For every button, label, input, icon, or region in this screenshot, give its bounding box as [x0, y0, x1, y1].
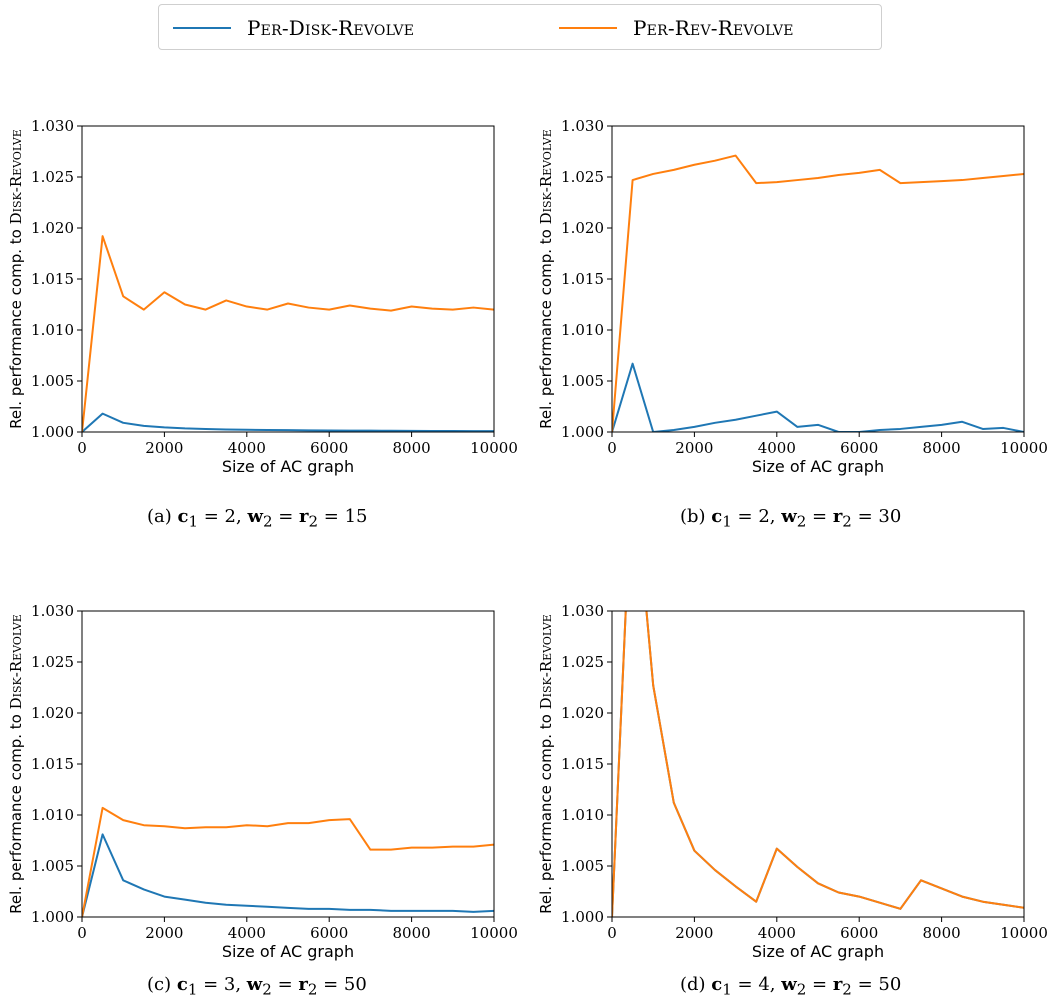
series-line-per-disk-revolve — [82, 833, 494, 917]
x-tick-label: 4000 — [758, 924, 796, 942]
y-tick-label: 1.000 — [561, 423, 604, 441]
y-tick-label: 1.010 — [31, 321, 74, 339]
y-tick-label: 1.005 — [561, 857, 604, 875]
caption-c: (c) c1 = 3, w2 = r2 = 50 — [147, 974, 367, 999]
x-tick-label: 10000 — [1000, 439, 1048, 457]
x-tick-label: 2000 — [675, 439, 713, 457]
chart-panel-c: 0 2000 4000 6000 8000 10000 1.000 1.005 1.010 1.0… — [0, 570, 530, 965]
x-tick-label: 8000 — [393, 439, 431, 457]
x-tick-label: 4000 — [758, 439, 796, 457]
legend-label: Per-Disk-Revolve — [247, 16, 415, 40]
x-tick-label: 4000 — [228, 439, 266, 457]
x-tick-label: 0 — [607, 924, 617, 942]
y-axis-label: Rel. performance comp. to Disk-Revolve — [7, 129, 25, 429]
y-tick-label: 1.000 — [31, 423, 74, 441]
y-tick-label: 1.030 — [31, 602, 74, 620]
x-tick-label: 0 — [77, 439, 87, 457]
caption-b: (b) c1 = 2, w2 = r2 = 30 — [680, 506, 902, 531]
y-tick-label: 1.025 — [561, 653, 604, 671]
legend: Per-Disk-Revolve Per-Rev-Revolve — [158, 4, 882, 50]
series-line-per-disk-revolve — [82, 412, 494, 432]
y-tick-label: 1.000 — [561, 908, 604, 926]
y-tick-label: 1.015 — [31, 755, 74, 773]
x-tick-label: 6000 — [840, 924, 878, 942]
y-tick-label: 1.005 — [561, 372, 604, 390]
y-axis-label: Rel. performance comp. to Disk-Revolve — [537, 129, 555, 429]
y-axis-label: Rel. performance comp. to Disk-Revolve — [7, 614, 25, 914]
y-tick-label: 1.005 — [31, 857, 74, 875]
legend-line-blue — [173, 27, 231, 29]
chart-panel-b: 0 2000 4000 6000 8000 10000 1.000 1.005 1.010 1.0… — [530, 85, 1060, 480]
y-tick-label: 1.015 — [561, 755, 604, 773]
y-tick-label: 1.020 — [561, 704, 604, 722]
y-axis-label: Rel. performance comp. to Disk-Revolve — [537, 614, 555, 914]
y-tick-label: 1.020 — [561, 219, 604, 237]
x-tick-label: 10000 — [1000, 924, 1048, 942]
y-tick-label: 1.015 — [561, 270, 604, 288]
x-tick-label: 6000 — [840, 439, 878, 457]
legend-entry-per-rev-revolve: Per-Rev-Revolve — [559, 5, 794, 51]
x-tick-label: 10000 — [470, 439, 518, 457]
line-chart: 0 2000 4000 6000 8000 10000 1.000 1.005 1.010 1.0… — [537, 602, 1048, 961]
x-tick-label: 2000 — [675, 924, 713, 942]
x-tick-label: 6000 — [310, 924, 348, 942]
legend-entry-per-disk-revolve: Per-Disk-Revolve — [173, 5, 414, 51]
x-axis-label: Size of AC graph — [222, 457, 354, 476]
series-line-per-rev-revolve — [82, 806, 494, 917]
chart-panel-a: 0 2000 4000 6000 8000 10000 1.000 1.005 1.010 1.0… — [0, 85, 530, 480]
y-tick-label: 1.030 — [561, 602, 604, 620]
caption-d: (d) c1 = 4, w2 = r2 = 50 — [680, 974, 902, 999]
x-tick-label: 4000 — [228, 924, 266, 942]
legend-line-orange — [559, 27, 617, 29]
y-tick-label: 1.030 — [31, 117, 74, 135]
line-chart: 0 2000 4000 6000 8000 10000 1.000 1.005 1.010 1.0… — [7, 117, 518, 476]
x-tick-label: 8000 — [393, 924, 431, 942]
y-tick-label: 1.030 — [561, 117, 604, 135]
x-tick-label: 10000 — [470, 924, 518, 942]
x-tick-label: 0 — [607, 439, 617, 457]
y-tick-label: 1.020 — [31, 219, 74, 237]
plot-frame — [611, 125, 1025, 433]
y-tick-label: 1.010 — [561, 806, 604, 824]
y-tick-label: 1.010 — [561, 321, 604, 339]
x-tick-label: 6000 — [310, 439, 348, 457]
legend-label: Per-Rev-Revolve — [633, 16, 794, 40]
y-tick-label: 1.015 — [31, 270, 74, 288]
y-tick-label: 1.010 — [31, 806, 74, 824]
caption-a: (a) c1 = 2, w2 = r2 = 15 — [147, 506, 368, 531]
x-tick-label: 2000 — [145, 924, 183, 942]
x-axis-label: Size of AC graph — [222, 942, 354, 961]
x-tick-label: 8000 — [923, 439, 961, 457]
plot-frame — [81, 125, 495, 433]
series-line-per-rev-revolve — [612, 611, 1024, 917]
y-tick-label: 1.020 — [31, 704, 74, 722]
x-tick-label: 8000 — [923, 924, 961, 942]
line-chart: 0 2000 4000 6000 8000 10000 1.000 1.005 1.010 1.0… — [7, 602, 518, 961]
plot-frame — [611, 610, 1025, 918]
series-line-per-rev-revolve — [82, 235, 494, 432]
line-chart: 0 2000 4000 6000 8000 10000 1.000 1.005 1.010 1.0… — [537, 117, 1048, 476]
x-tick-label: 0 — [77, 924, 87, 942]
y-tick-label: 1.025 — [31, 653, 74, 671]
series-line-per-rev-revolve — [612, 154, 1024, 432]
chart-panel-d: 0 2000 4000 6000 8000 10000 1.000 1.005 1.010 1.0… — [530, 570, 1060, 965]
x-tick-label: 2000 — [145, 439, 183, 457]
series-line-per-disk-revolve — [612, 611, 1024, 917]
plot-frame — [81, 610, 495, 918]
x-axis-label: Size of AC graph — [752, 942, 884, 961]
y-tick-label: 1.000 — [31, 908, 74, 926]
y-tick-label: 1.005 — [31, 372, 74, 390]
y-tick-label: 1.025 — [561, 168, 604, 186]
series-line-per-disk-revolve — [612, 362, 1024, 432]
y-tick-label: 1.025 — [31, 168, 74, 186]
x-axis-label: Size of AC graph — [752, 457, 884, 476]
